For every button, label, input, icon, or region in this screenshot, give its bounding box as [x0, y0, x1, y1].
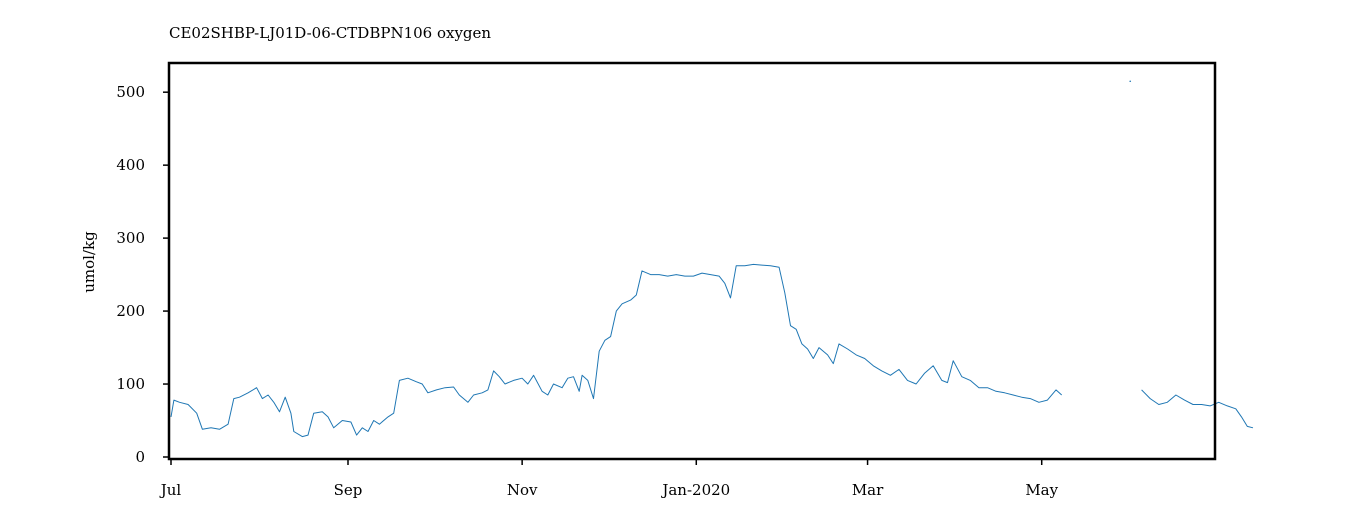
y-tick-label: 200 [116, 302, 145, 320]
x-tick-label: May [1025, 481, 1058, 499]
x-tick-label: Sep [334, 481, 363, 499]
x-axis: Jul Sep Nov Jan-2020 Mar May [159, 459, 1059, 499]
plot-frame [167, 61, 1217, 461]
y-tick-label: 500 [116, 83, 145, 101]
outlier-point [1129, 80, 1132, 83]
series-line [1141, 389, 1254, 429]
x-tick-label: Jul [159, 481, 182, 499]
x-tick-label: Mar [852, 481, 884, 499]
x-tick-label: Jan-2020 [660, 481, 730, 499]
series-line [170, 263, 1063, 438]
y-tick-label: 300 [116, 229, 145, 247]
y-tick-label: 100 [116, 375, 145, 393]
y-tick-label: 0 [135, 448, 145, 466]
x-tick-label: Nov [507, 481, 538, 499]
chart-title: CE02SHBP-LJ01D-06-CTDBPN106 oxygen [169, 24, 491, 42]
y-tick-label: 400 [116, 156, 145, 174]
series-layer [170, 80, 1254, 438]
y-axis-label: umol/kg [80, 231, 98, 293]
y-axis: 0 100 200 300 400 500 [116, 83, 169, 466]
